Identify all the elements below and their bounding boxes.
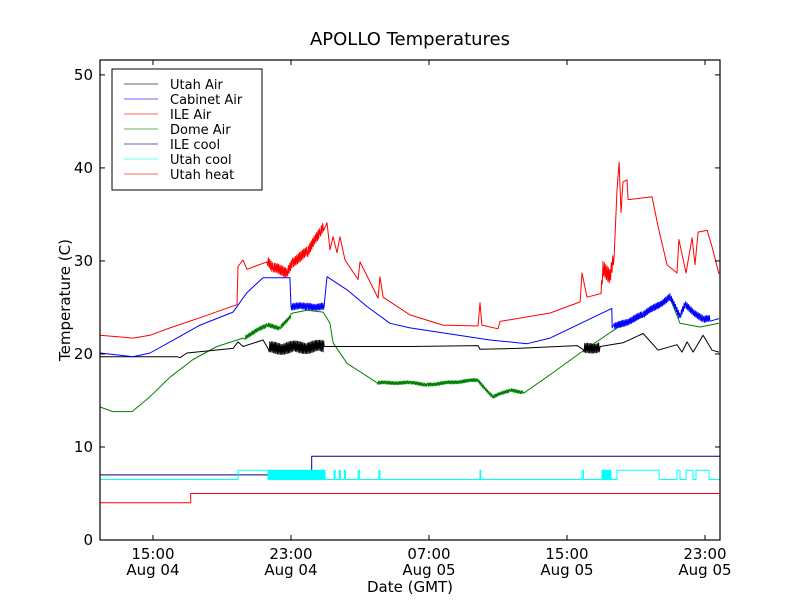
y-tick-label: 50	[74, 66, 93, 84]
series-line-dome-air	[99, 297, 720, 413]
x-tick-date-label: Aug 05	[678, 561, 731, 579]
legend-label-cabinet-air: Cabinet Air	[170, 93, 243, 108]
x-tick-date-label: Aug 04	[126, 561, 179, 579]
x-tick-time-label: 23:00	[683, 545, 726, 563]
legend-label-utah-heat: Utah heat	[170, 168, 234, 183]
plot-area	[99, 161, 720, 504]
series-line-ile-cool	[100, 455, 720, 476]
legend-label-utah-air: Utah Air	[170, 78, 223, 93]
series-line-ile-air	[99, 161, 720, 339]
y-tick-label: 10	[74, 438, 93, 456]
legend-label-ile-air: ILE Air	[170, 108, 212, 123]
series-line-cabinet-air	[99, 276, 720, 358]
series-line-utah-air	[100, 333, 720, 359]
axes-frame	[99, 59, 721, 541]
x-tick-time-label: 15:00	[545, 545, 588, 563]
x-tick-date-label: Aug 04	[264, 561, 317, 579]
y-tick-label: 40	[74, 159, 93, 177]
y-axis-label: Temperature (C)	[56, 239, 74, 362]
x-tick-date-label: Aug 05	[540, 561, 593, 579]
chart-title: APOLLO Temperatures	[310, 29, 510, 50]
legend-label-dome-air: Dome Air	[170, 123, 231, 138]
series-line-utah-heat	[100, 493, 720, 504]
x-tick-time-label: 23:00	[269, 545, 312, 563]
series-line-utah-cool	[100, 469, 720, 480]
y-tick-label: 30	[74, 252, 93, 270]
x-tick-time-label: 15:00	[131, 545, 174, 563]
y-tick-label: 0	[83, 531, 93, 549]
x-axis-label: Date (GMT)	[367, 578, 453, 596]
x-tick-time-label: 07:00	[407, 545, 450, 563]
legend-label-ile-cool: ILE cool	[170, 138, 220, 153]
y-tick-label: 20	[74, 345, 93, 363]
legend-label-utah-cool: Utah cool	[170, 153, 232, 168]
x-tick-date-label: Aug 05	[402, 561, 455, 579]
